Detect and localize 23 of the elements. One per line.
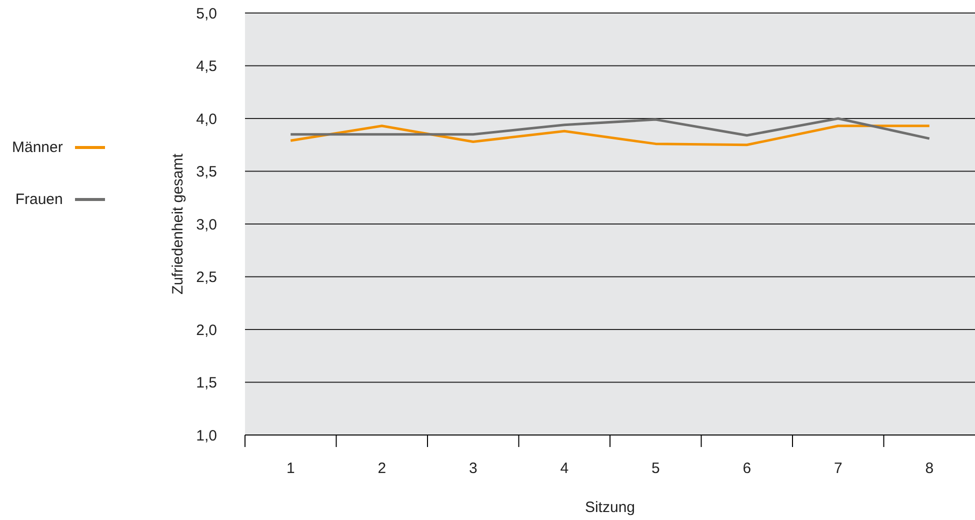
x-tick-label: 6 [742, 460, 752, 477]
line-series [289, 124, 931, 146]
y-tick-label: 4,0 [196, 110, 217, 128]
y-tick-label: 3,0 [196, 216, 217, 234]
y-tick-label: 2,5 [196, 269, 217, 286]
legend-label: Frauen [15, 190, 63, 208]
y-tick-label: 4,5 [196, 58, 217, 76]
legend-label: Männer [12, 138, 63, 156]
x-axis-title: Sitzung [584, 499, 636, 516]
y-tick-label: 1,5 [196, 374, 217, 392]
x-tick-label: 4 [560, 460, 569, 477]
x-tick-label: 1 [286, 460, 295, 477]
y-tick-label: 5,0 [196, 5, 217, 22]
y-axis-title: Zufriedenheit gesamt [169, 152, 186, 294]
x-tick-label: 8 [925, 460, 934, 477]
x-tick-label: 2 [378, 460, 386, 477]
x-tick-label: 3 [468, 460, 478, 477]
y-tick-label: 3,5 [196, 164, 217, 181]
x-tick-label: 5 [651, 460, 660, 477]
y-tick-label: 2,0 [196, 322, 217, 339]
x-tick-label: 7 [834, 460, 842, 477]
line-series [289, 117, 931, 140]
y-tick-label: 1,0 [196, 427, 217, 444]
